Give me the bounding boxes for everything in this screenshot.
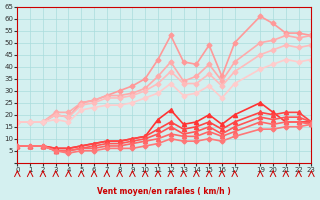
X-axis label: Vent moyen/en rafales ( km/h ): Vent moyen/en rafales ( km/h ) xyxy=(98,187,231,196)
